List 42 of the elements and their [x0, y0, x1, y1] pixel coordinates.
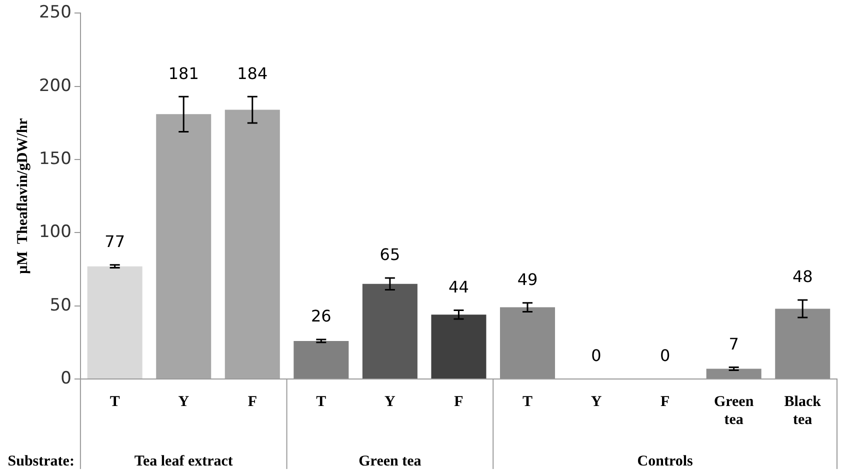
bar	[706, 368, 762, 378]
data-label: 7	[728, 334, 739, 354]
data-label: 65	[380, 245, 400, 264]
bar	[775, 308, 830, 378]
data-label: 49	[517, 270, 538, 290]
bar	[431, 314, 486, 378]
y-axis-title: µM Theaflavin/gDW/hr	[14, 118, 31, 274]
x-tick-label: F	[248, 394, 257, 410]
text: Substrate:	[8, 453, 74, 470]
x-tick-label: Y	[178, 394, 190, 410]
y-tick-label: 250	[38, 2, 72, 23]
bar	[156, 114, 212, 378]
data-label: 184	[237, 64, 268, 83]
x-tick-label: Black tea	[784, 394, 822, 428]
x-tick-label: Y	[384, 394, 396, 410]
data-label: 77	[104, 232, 126, 252]
y-tick-label: 100	[38, 222, 72, 242]
x-tick-label: F	[454, 394, 464, 410]
data-label: 26	[310, 306, 332, 326]
text: Controls	[637, 453, 693, 470]
x-tick-label: T	[522, 394, 533, 410]
data-label: 0	[591, 346, 602, 366]
data-label: 44	[448, 277, 469, 296]
bar	[87, 266, 142, 378]
data-label: 48	[792, 267, 813, 286]
x-tick-label: Green tea	[714, 394, 754, 428]
y-tick-label: 0	[60, 368, 72, 388]
x-tick-label: F	[660, 394, 670, 410]
bar	[500, 307, 556, 378]
bar	[294, 340, 349, 378]
y-tick-label: 200	[38, 76, 72, 96]
y-tick-label: 50	[50, 295, 72, 316]
bar	[362, 284, 418, 378]
text: Green tea	[358, 453, 422, 470]
text: Tea leaf extract	[134, 453, 233, 470]
bar	[224, 110, 280, 378]
data-label: 181	[168, 64, 199, 83]
data-label: 0	[660, 346, 670, 366]
y-tick-label: 150	[38, 148, 72, 169]
x-tick-label: T	[110, 394, 120, 410]
x-tick-label: T	[316, 394, 326, 410]
x-tick-label: Y	[590, 394, 602, 410]
